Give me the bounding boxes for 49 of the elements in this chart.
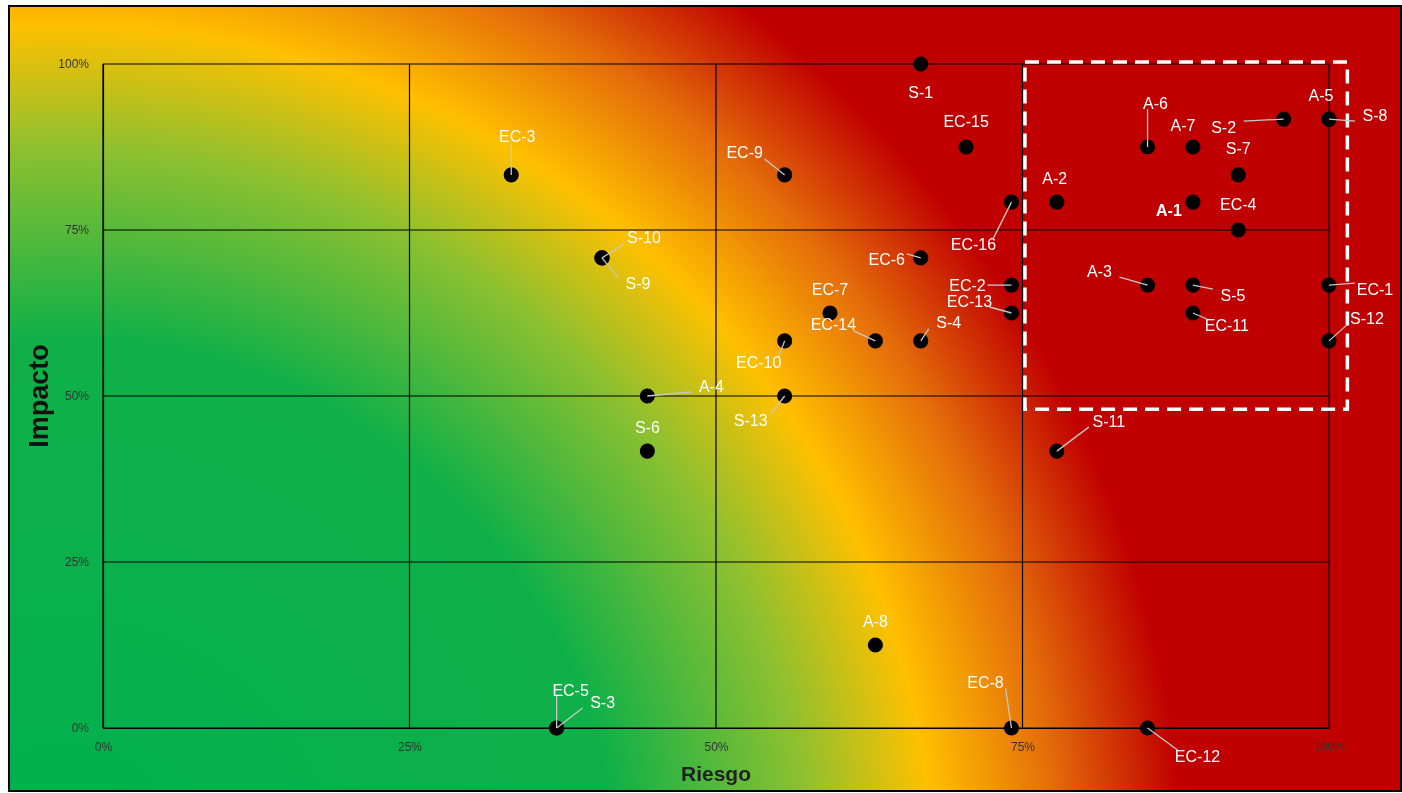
x-tick-label: 75%: [1010, 739, 1036, 754]
annotation: EC-2: [949, 276, 986, 294]
y-tick-label: 0%: [71, 721, 90, 736]
annotation: A-7: [1170, 116, 1196, 134]
annotation: EC-12: [1174, 747, 1221, 765]
annotation: S-8: [1362, 106, 1388, 124]
annotation: EC-5: [552, 681, 589, 699]
annotation: A-8: [862, 612, 888, 630]
y-tick-label: 50%: [64, 389, 90, 404]
annotation: S-1: [908, 83, 934, 101]
annotation: EC-10: [735, 354, 782, 372]
annotation: S-6: [634, 418, 660, 436]
annotation: EC-11: [1204, 316, 1250, 334]
annotation: S-4: [936, 314, 962, 332]
annotation: A-5: [1308, 86, 1334, 104]
x-tick-label: 50%: [704, 739, 729, 754]
annotation: EC-8: [967, 673, 1004, 691]
annotation: EC-15: [943, 112, 989, 130]
x-tick-label: 25%: [397, 739, 423, 754]
annotation: A-3: [1087, 262, 1113, 280]
y-axis-title: Impacto: [24, 344, 54, 448]
annotation: S-9: [625, 275, 651, 293]
annotation: S-12: [1350, 310, 1384, 328]
annotation: EC-14: [810, 316, 857, 334]
y-tick-label: 75%: [64, 223, 90, 238]
annotation: EC-3: [499, 128, 536, 146]
y-tick-label: 25%: [64, 555, 90, 570]
annotation: A-1: [1156, 201, 1182, 219]
annotation: A-6: [1143, 94, 1169, 112]
annotation: EC-4: [1220, 195, 1257, 213]
x-tick-label: 100%: [1314, 739, 1346, 754]
annotation: S-3: [590, 693, 616, 711]
annotation: A-4: [698, 377, 724, 395]
annotation: S-7: [1225, 140, 1251, 158]
annotation: A-2: [1042, 169, 1068, 187]
annotation: EC-13: [946, 292, 993, 310]
annotation: S-11: [1092, 412, 1126, 430]
annotation: S-10: [627, 229, 661, 247]
annotation: EC-1: [1356, 280, 1394, 298]
annotation: EC-16: [950, 235, 997, 253]
annotation: EC-9: [726, 144, 763, 162]
annotation: EC-6: [868, 251, 906, 269]
annotation: EC-7: [811, 280, 849, 298]
x-axis-title: Riesgo: [680, 762, 752, 785]
annotation: S-13: [733, 411, 768, 429]
annotation: S-2: [1211, 118, 1237, 136]
annotation: S-5: [1220, 286, 1246, 304]
x-tick-label: 0%: [94, 739, 113, 754]
y-tick-label: 100%: [58, 57, 90, 72]
